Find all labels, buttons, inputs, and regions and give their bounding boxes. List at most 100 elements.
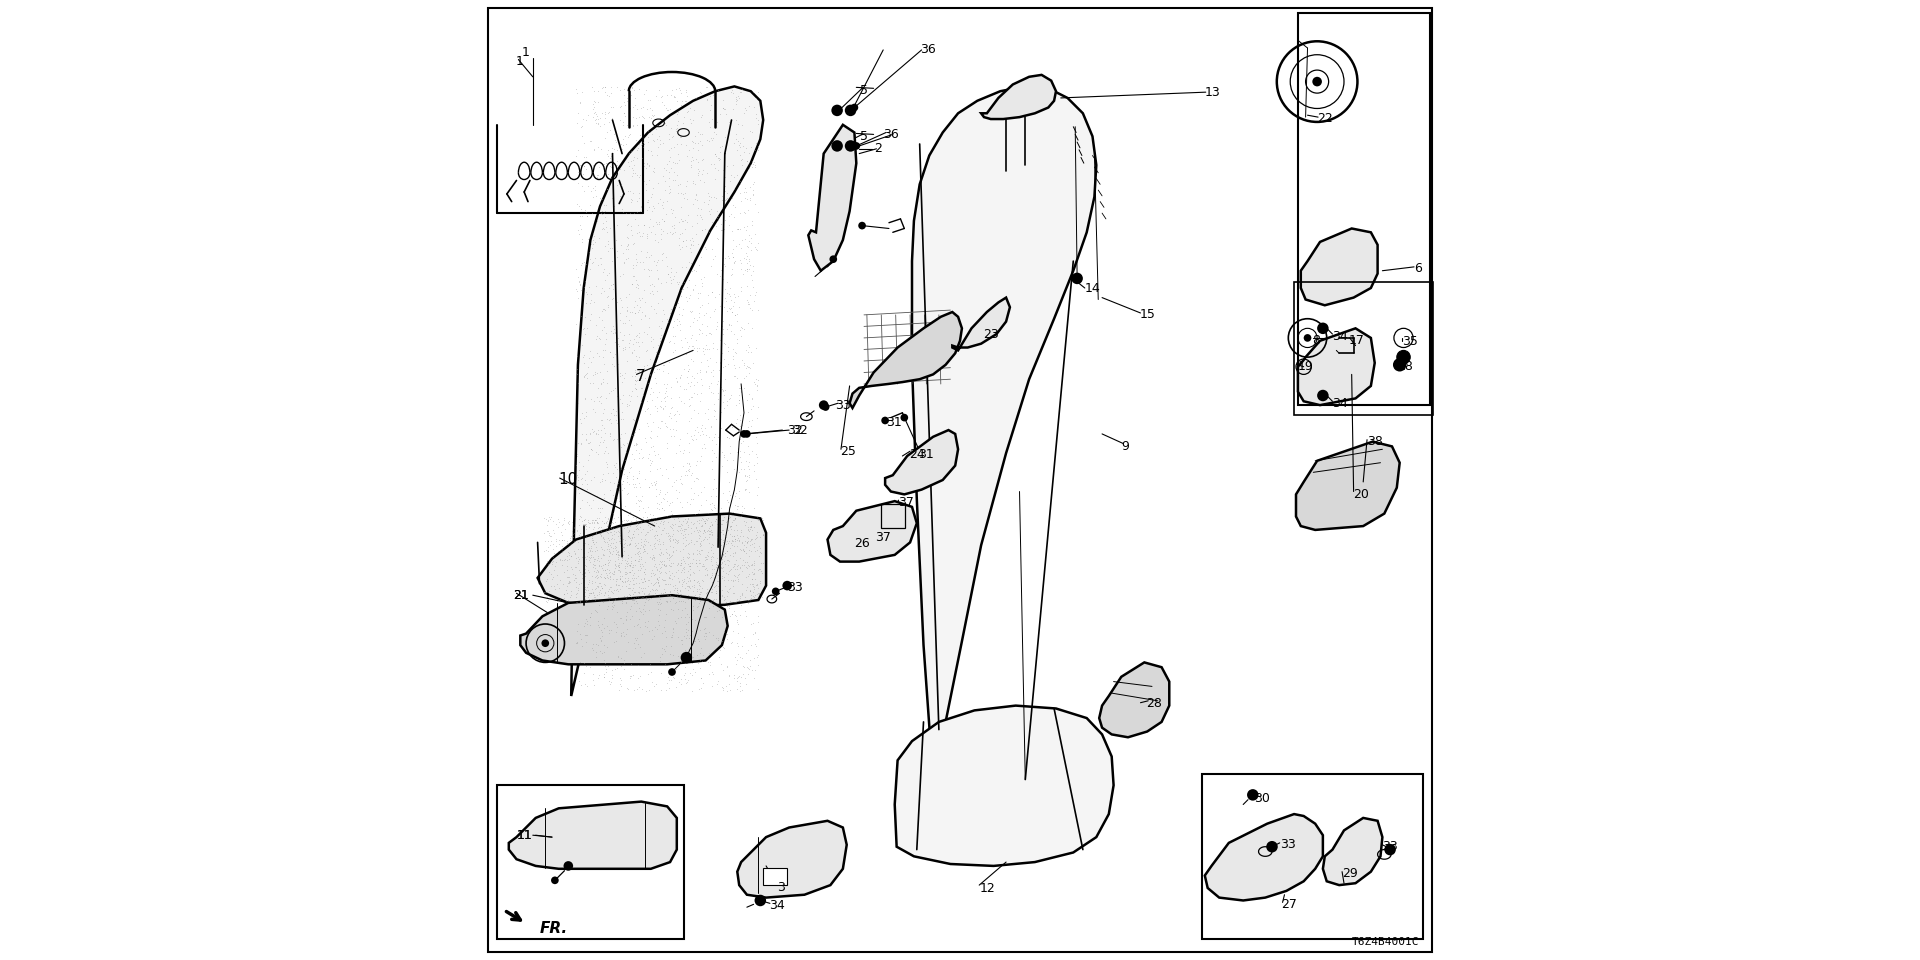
Point	[674, 435, 705, 450]
Point	[684, 471, 714, 487]
Point	[684, 578, 714, 593]
Point	[733, 233, 764, 249]
Point	[739, 100, 770, 115]
Point	[591, 639, 622, 655]
Point	[570, 326, 601, 342]
Point	[741, 649, 772, 664]
Point	[735, 390, 766, 405]
Point	[586, 470, 616, 486]
Point	[649, 564, 680, 580]
Point	[685, 272, 716, 287]
Point	[641, 581, 672, 596]
Point	[636, 664, 666, 680]
Point	[714, 526, 745, 541]
Point	[555, 533, 586, 548]
Point	[566, 221, 597, 236]
Point	[601, 546, 632, 562]
Point	[664, 275, 695, 290]
Point	[626, 244, 657, 259]
Circle shape	[743, 430, 751, 438]
Point	[674, 572, 705, 588]
Point	[701, 511, 732, 526]
Point	[657, 620, 687, 636]
Point	[672, 578, 703, 593]
Point	[689, 513, 720, 528]
Point	[724, 590, 755, 606]
Point	[703, 532, 733, 547]
Point	[543, 533, 574, 548]
Point	[712, 322, 743, 337]
Circle shape	[845, 140, 856, 152]
Point	[743, 112, 774, 128]
Bar	[1298, 13, 1430, 405]
Point	[645, 591, 676, 607]
Point	[634, 683, 664, 698]
Point	[653, 576, 684, 591]
Point	[636, 285, 666, 300]
Point	[668, 536, 699, 551]
Point	[570, 564, 601, 579]
Point	[716, 246, 747, 261]
Point	[664, 471, 695, 487]
Point	[653, 558, 684, 573]
Point	[641, 257, 672, 273]
Point	[616, 304, 647, 320]
Point	[693, 430, 724, 445]
Point	[722, 527, 753, 542]
Point	[684, 394, 714, 409]
Point	[691, 523, 722, 539]
Point	[710, 372, 741, 387]
Point	[701, 550, 732, 565]
Point	[730, 543, 760, 559]
Point	[653, 681, 684, 696]
Point	[695, 119, 726, 134]
Point	[708, 351, 739, 367]
Point	[703, 512, 733, 527]
Point	[710, 185, 741, 201]
Point	[582, 523, 612, 539]
Point	[547, 553, 578, 568]
Point	[634, 591, 664, 607]
Point	[532, 523, 563, 539]
Point	[605, 461, 636, 476]
Point	[684, 165, 714, 180]
Text: 21: 21	[515, 588, 530, 602]
Point	[572, 537, 603, 552]
Point	[616, 80, 647, 95]
Point	[739, 542, 770, 558]
Point	[695, 502, 726, 517]
Point	[603, 543, 634, 559]
Point	[743, 658, 774, 673]
Point	[612, 513, 643, 528]
Point	[705, 524, 735, 540]
Point	[612, 519, 643, 535]
Point	[745, 563, 776, 578]
Point	[684, 536, 714, 551]
Point	[578, 236, 609, 252]
Point	[578, 563, 609, 578]
Point	[651, 206, 682, 222]
Point	[611, 561, 641, 576]
Point	[593, 584, 624, 599]
Point	[612, 83, 643, 98]
Point	[732, 472, 762, 488]
Point	[639, 474, 670, 490]
Point	[572, 544, 603, 560]
Point	[685, 593, 716, 609]
Point	[586, 519, 616, 535]
Point	[639, 527, 670, 542]
Point	[620, 364, 651, 379]
Point	[708, 447, 739, 463]
Point	[616, 554, 647, 569]
Point	[662, 601, 693, 616]
Point	[593, 622, 624, 637]
Point	[636, 568, 666, 584]
Point	[597, 252, 628, 268]
Point	[618, 510, 649, 525]
Point	[666, 368, 697, 383]
Point	[664, 522, 695, 538]
Point	[616, 531, 647, 546]
Point	[624, 575, 655, 590]
Point	[732, 535, 762, 550]
Point	[672, 519, 703, 535]
